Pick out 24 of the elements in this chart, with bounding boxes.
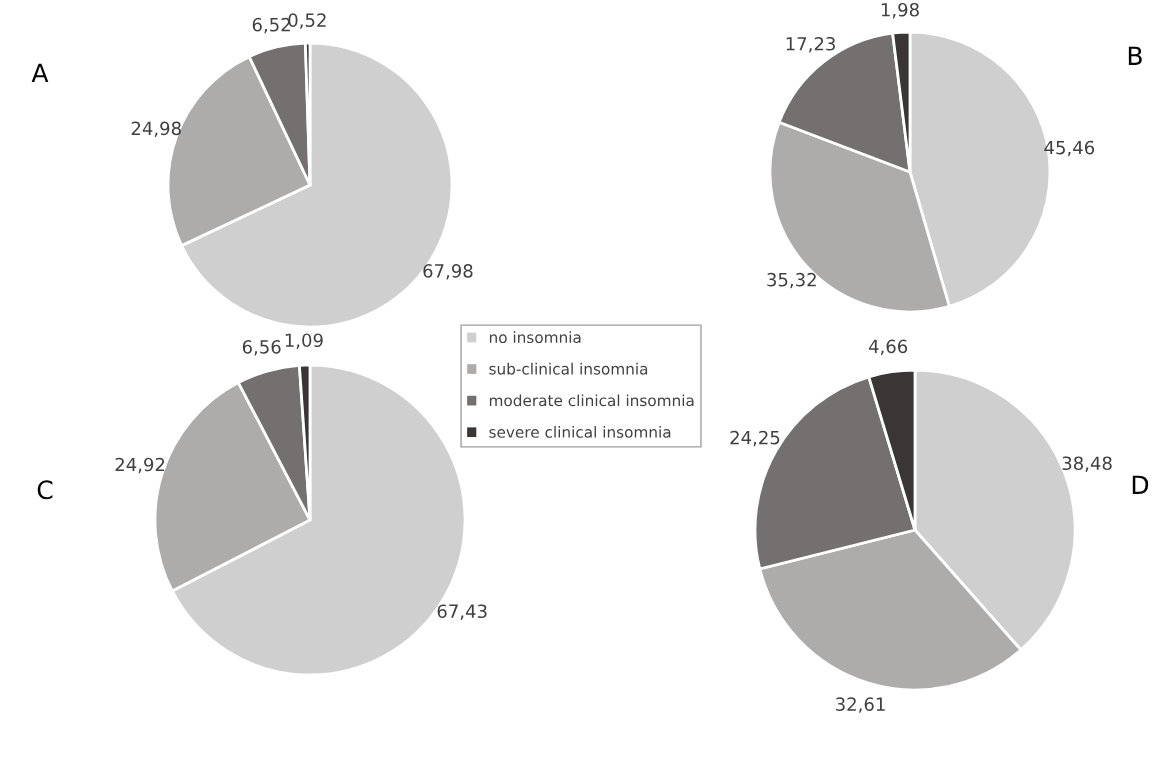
legend-label: no insomnia (489, 331, 581, 344)
data-label: 38,48 (1062, 456, 1112, 472)
data-label: 45,46 (1044, 140, 1095, 157)
data-label: 4,66 (868, 339, 908, 356)
text: D (1132, 475, 1149, 494)
text: B (1128, 46, 1142, 65)
text: A (31, 63, 49, 82)
data-label: 6,52 (252, 17, 290, 34)
data-label: 32,61 (836, 697, 885, 713)
data-label: 1,09 (285, 333, 323, 349)
data-label: 24,98 (131, 121, 181, 138)
data-label: 24,25 (730, 430, 780, 447)
data-label: 24,92 (115, 457, 165, 474)
data-label: 1,98 (881, 2, 919, 19)
data-label: 6,56 (242, 340, 281, 356)
data-label: 17,23 (786, 36, 835, 53)
data-label: 35,32 (767, 272, 816, 289)
data-label: 67,43 (437, 604, 487, 620)
legend-label: sub-clinical insomnia (489, 362, 648, 375)
legend-label: moderate clinical insomnia (489, 394, 694, 407)
text: C (37, 480, 53, 500)
data-label: 0,52 (288, 13, 326, 29)
data-label: 67,98 (423, 264, 473, 280)
legend-label: severe clinical insomnia (489, 425, 671, 438)
